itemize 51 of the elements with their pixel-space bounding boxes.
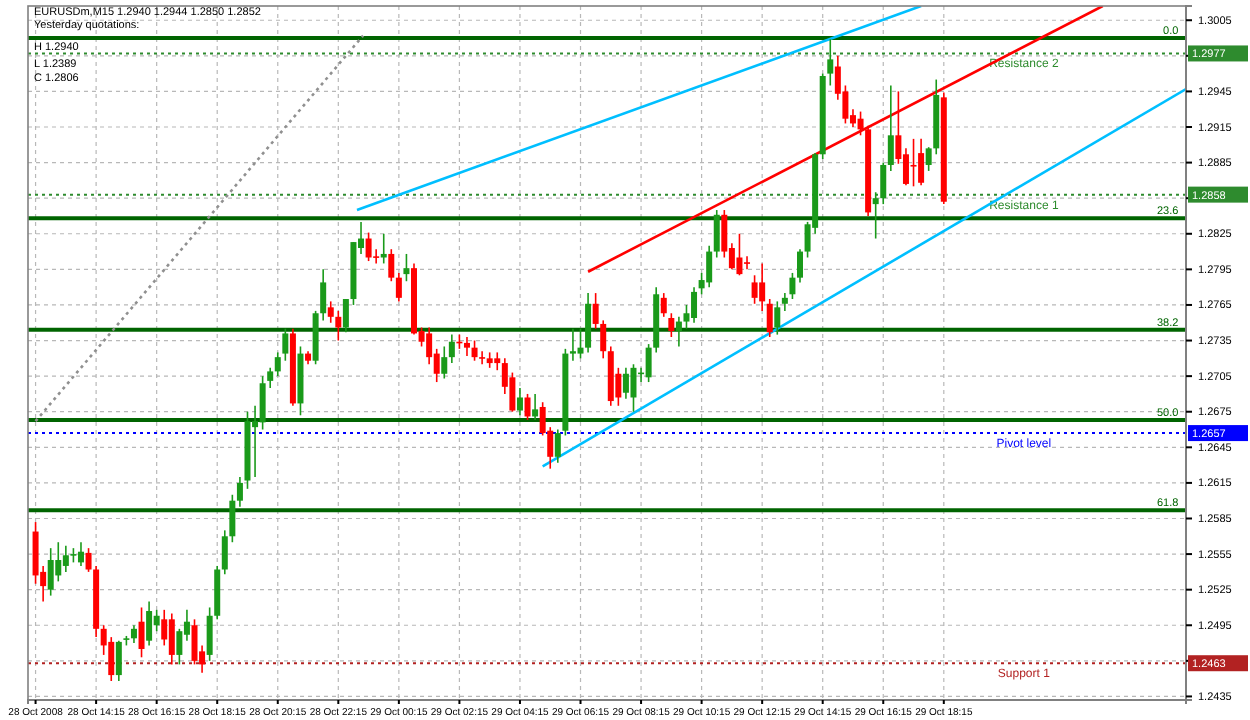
candlestick [191,618,198,666]
candlestick [463,336,470,357]
candlestick [668,312,675,338]
candlestick [622,367,629,400]
candlestick [675,316,682,348]
candlestick [47,547,54,597]
candlestick [736,232,743,277]
candlestick [751,274,758,305]
candlestick [327,300,334,324]
candlestick [516,387,523,417]
candlestick [380,232,387,265]
candlestick [766,298,773,338]
candlestick [365,231,372,262]
candlestick [395,272,402,303]
candlestick [448,333,455,364]
candlestick [115,639,122,682]
candlestick [713,209,720,259]
candlestick [524,393,531,421]
candlestick [259,375,266,431]
candlestick [774,300,781,336]
candlestick [168,612,175,666]
candlestick [797,248,803,284]
candlestick [532,393,539,421]
candlestick [471,339,478,362]
candlestick [62,544,69,573]
candlestick [138,606,145,659]
candlestick [426,326,433,366]
candlestick [569,327,576,362]
candlestick [880,161,887,205]
candlestick [479,350,486,366]
candlestick [744,255,751,271]
candlestick [403,253,410,283]
candlestick [585,292,592,354]
candlestick [691,286,698,324]
candlestick [77,541,84,567]
candlestick [910,138,917,188]
candlestick [161,609,168,647]
candlestick [108,636,115,682]
candlestick [441,345,448,380]
candlestick [759,262,766,312]
candlestick [55,541,62,583]
candlestick [388,248,395,283]
candlestick [146,600,153,647]
candlestick [706,244,713,288]
candlestick [887,84,894,172]
candlestick [176,628,183,666]
candlestick [494,351,501,371]
candlestick [342,298,349,334]
candlestick [630,363,637,413]
candlestick [918,138,925,186]
candlestick [660,292,667,318]
